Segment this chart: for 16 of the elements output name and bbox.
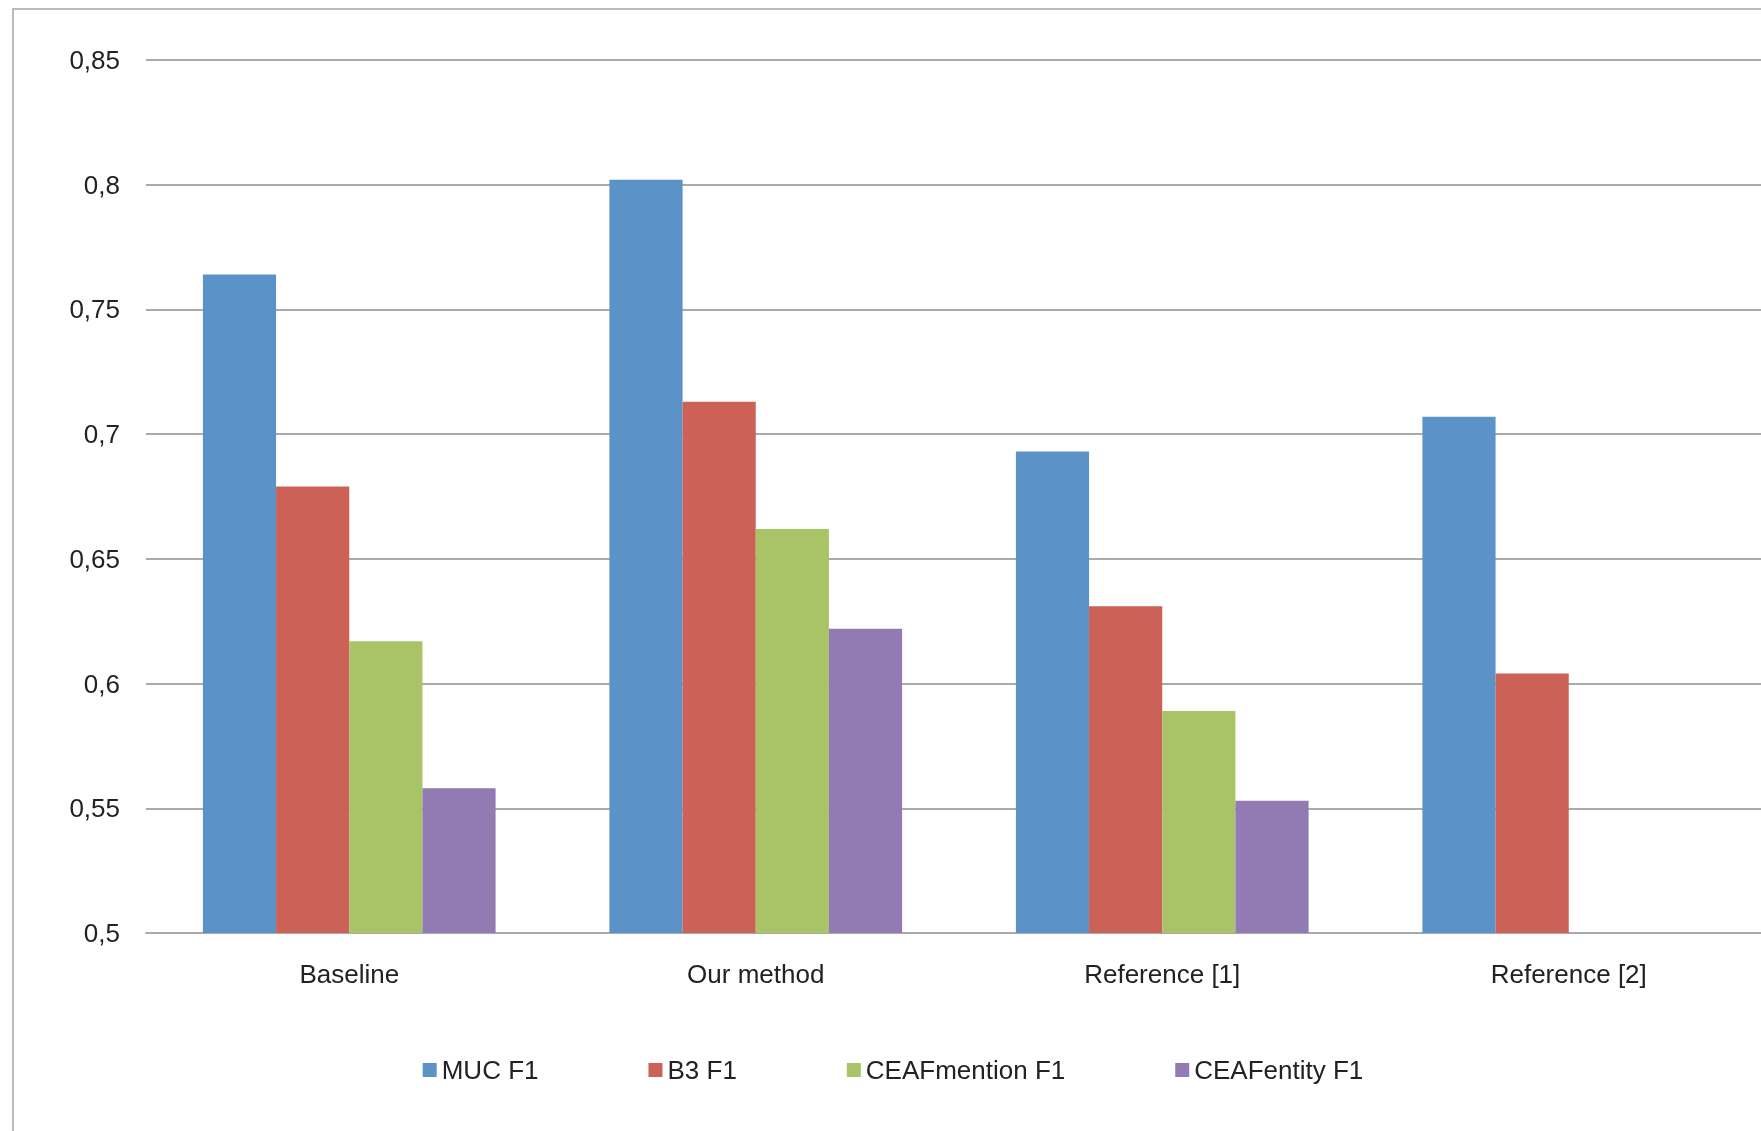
y-tick-label: 0,7 [83, 419, 120, 450]
x-tick-label: Baseline [299, 959, 400, 989]
legend-label: CEAFentity F1 [1194, 1055, 1364, 1085]
legend-label: B3 F1 [667, 1055, 737, 1085]
y-tick-label: 0,55 [69, 793, 120, 824]
x-tick-label: Our method [687, 959, 825, 989]
y-tick-label: 0,75 [69, 294, 120, 325]
y-tick-label: 0,6 [83, 668, 120, 699]
legend-label: CEAFmention F1 [865, 1055, 1066, 1085]
y-tick-label: 0,65 [69, 543, 120, 574]
y-tick-label: 0,8 [83, 169, 120, 200]
y-tick-label: 0,85 [69, 45, 120, 75]
legend-label: MUC F1 [441, 1055, 539, 1085]
x-tick-label: Reference [2] [1490, 959, 1647, 989]
x-tick-label: Reference [1] [1084, 959, 1241, 989]
y-tick-label: 0,5 [83, 918, 120, 948]
